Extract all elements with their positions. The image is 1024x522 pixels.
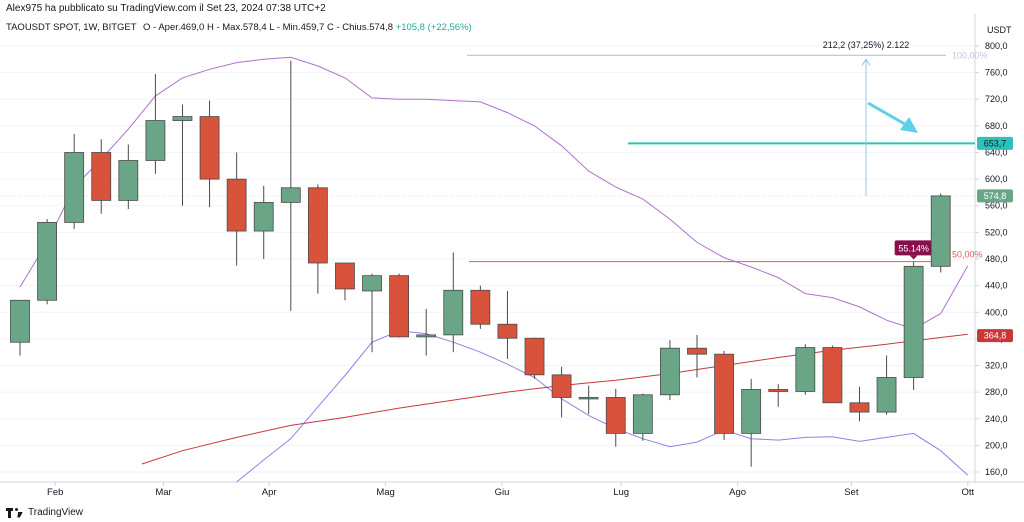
- y-tick-label: 520,0: [985, 227, 1008, 237]
- x-tick-label: Apr: [262, 487, 277, 498]
- y-tick-label: 760,0: [985, 68, 1008, 78]
- candle-body: [714, 353, 734, 434]
- candle-body: [37, 221, 57, 301]
- fib-50-label: 50,00%: [952, 250, 983, 260]
- pct-badge-pointer: [909, 255, 918, 260]
- close-value: C - Chius.574,8: [326, 22, 393, 33]
- candle-body: [903, 265, 924, 378]
- candle-body: [118, 160, 139, 201]
- drawn-arrow-head: [900, 117, 918, 133]
- ma-price-tag-bg: [977, 329, 1013, 343]
- resistance-price-tag-bg: [977, 136, 1013, 150]
- last-price-tag-bg: [977, 189, 1013, 203]
- candle-body: [497, 323, 518, 339]
- x-tick-label: Giu: [495, 487, 510, 498]
- footer: TradingView: [6, 507, 83, 518]
- candle-body: [10, 299, 30, 343]
- candle-body: [307, 187, 328, 264]
- candle-body: [335, 262, 355, 290]
- candle-body: [416, 334, 437, 338]
- low-value: L - Min.459,7: [269, 22, 325, 33]
- resistance-price-tag: 653,7: [984, 138, 1007, 148]
- candle-body: [389, 275, 410, 338]
- footer-brand: TradingView: [28, 507, 84, 518]
- drawn-arrow-line: [867, 101, 911, 129]
- tradingview-logo-icon: [6, 507, 24, 518]
- lower-band-line: [236, 330, 969, 483]
- candle-body: [470, 289, 491, 325]
- fib-100-label: 100,00%: [952, 50, 988, 60]
- y-tick-label: 640,0: [985, 147, 1008, 157]
- y-tick-label: 600,0: [985, 174, 1008, 184]
- candle-body: [876, 377, 897, 413]
- y-tick-label: 680,0: [985, 121, 1008, 131]
- x-tick-label: Lug: [613, 487, 629, 498]
- y-tick-label: 160,0: [985, 467, 1008, 477]
- y-tick-label: 240,0: [985, 414, 1008, 424]
- y-tick-label: 320,0: [985, 361, 1008, 371]
- x-tick-label: Mar: [155, 487, 171, 498]
- y-tick-label: 560,0: [985, 201, 1008, 211]
- candle-body: [551, 374, 572, 398]
- symbol-legend: TAOUSDT SPOT, 1W, BITGET O - Aper.469,0 …: [6, 22, 472, 33]
- x-tick-label: Feb: [47, 487, 63, 498]
- y-tick-label: 440,0: [985, 281, 1008, 291]
- candle-body: [687, 347, 707, 355]
- time-axis: Feb Mar Apr Mag Giu Lug Ago Set Ott: [47, 482, 974, 498]
- candle-body: [605, 397, 626, 434]
- x-tick-label: Ott: [961, 487, 974, 498]
- publisher-credit: Alex975 ha pubblicato su TradingView.com…: [6, 3, 326, 14]
- x-tick-label: Ago: [729, 487, 746, 498]
- price-unit: USDT: [987, 25, 1012, 35]
- y-tick-label: 720,0: [985, 94, 1008, 104]
- ma-price-tag: 364,8: [984, 331, 1007, 341]
- candle-body: [443, 289, 464, 336]
- candle-body: [91, 152, 112, 201]
- candle-body: [199, 116, 220, 180]
- measure-arrowhead: [861, 58, 871, 66]
- y-tick-label: 280,0: [985, 387, 1008, 397]
- symbol-name[interactable]: TAOUSDT SPOT, 1W, BITGET: [6, 22, 137, 33]
- candle-body: [822, 347, 843, 404]
- y-tick-label: 400,0: [985, 307, 1008, 317]
- moving-average-line: [141, 333, 968, 465]
- change-value: +105,8 (+22,56%): [395, 22, 472, 33]
- candles: [10, 60, 951, 467]
- candle-body: [930, 195, 951, 267]
- pct-badge: [894, 240, 933, 256]
- x-tick-label: Set: [844, 487, 859, 498]
- last-price-tag: 574,8: [984, 191, 1007, 201]
- pct-badge-label: 55.14%: [898, 243, 929, 253]
- candle-body: [280, 187, 301, 203]
- candle-body: [64, 152, 85, 223]
- y-tick-label: 800,0: [985, 41, 1008, 51]
- candle-body: [849, 402, 870, 413]
- open-value: O - Aper.469,0: [143, 22, 205, 33]
- candle-body: [362, 275, 382, 292]
- x-tick-label: Mag: [376, 487, 394, 498]
- candle-body: [632, 394, 653, 434]
- candle-body: [660, 347, 680, 396]
- candle-body: [768, 389, 789, 392]
- y-tick-label: 480,0: [985, 254, 1008, 264]
- upper-band-line: [19, 56, 969, 330]
- candle-body: [578, 397, 599, 400]
- candle-body: [524, 337, 545, 376]
- price-axis: 160,0200,0240,0280,0320,0360,0400,0440,0…: [975, 41, 1013, 477]
- measure-label: 212,2 (37,25%) 2.122: [823, 40, 910, 50]
- candle-body: [172, 116, 193, 121]
- candle-body: [145, 120, 166, 161]
- grid: [0, 14, 1024, 483]
- candle-body: [741, 389, 762, 434]
- candle-body: [253, 202, 274, 232]
- overlays: 100,00% 50,00% 212,2 (37,25%) 2.122 55.14%: [0, 40, 988, 483]
- high-value: H - Max.578,4: [206, 22, 267, 33]
- candle-body: [795, 347, 816, 392]
- y-tick-label: 200,0: [985, 440, 1008, 450]
- candle-body: [226, 178, 247, 232]
